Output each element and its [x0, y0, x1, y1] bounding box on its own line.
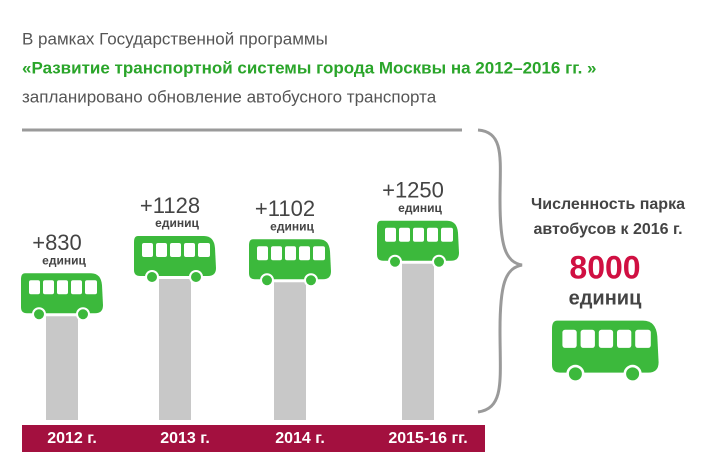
- value-label: +1250: [382, 178, 444, 203]
- title-line: запланировано обновление автобусного тра…: [22, 87, 437, 106]
- bus-window: [580, 329, 595, 348]
- category-label: 2013 г.: [160, 430, 210, 447]
- bus-wheel: [78, 309, 88, 320]
- bus-window: [562, 329, 577, 348]
- bus-window: [29, 280, 40, 295]
- bus-window: [257, 246, 268, 261]
- bus-icon: [377, 220, 459, 269]
- bus-window: [285, 246, 296, 261]
- bus-window: [198, 243, 210, 257]
- bus-icon: [134, 236, 216, 284]
- bar: [46, 316, 78, 420]
- bus-window: [71, 280, 82, 295]
- bar: [159, 279, 191, 420]
- bus-window: [142, 243, 153, 257]
- bus-wheel: [390, 256, 400, 267]
- value-label: +1128: [140, 193, 200, 218]
- bus-window: [441, 227, 453, 242]
- title-line: В рамках Государственной программы: [22, 29, 328, 48]
- bus-window: [170, 243, 181, 257]
- category-label: 2014 г.: [275, 430, 325, 447]
- value-label: +830: [32, 230, 82, 255]
- category-band: [22, 425, 485, 452]
- bus-window: [85, 280, 97, 295]
- total-label: автобусов к 2016 г.: [533, 221, 682, 238]
- bus-wheel: [306, 275, 316, 286]
- bar: [274, 282, 306, 420]
- bus-window: [385, 227, 396, 242]
- bus-wheel: [191, 272, 201, 282]
- bus-window: [635, 329, 651, 348]
- category-label: 2015-16 гг.: [388, 430, 467, 447]
- title-line: «Развитие транспортной системы города Мо…: [22, 58, 596, 77]
- bus-icon: [249, 239, 331, 288]
- category-label: 2012 г.: [47, 430, 97, 447]
- value-label: +1102: [255, 196, 315, 221]
- bus-wheel: [262, 275, 272, 286]
- bus-window: [57, 280, 68, 295]
- unit-label: единиц: [398, 201, 442, 215]
- total-unit: единиц: [569, 287, 642, 309]
- bus-window: [184, 243, 195, 257]
- bus-window: [156, 243, 167, 257]
- bus-window: [313, 246, 325, 261]
- bus-window: [413, 227, 424, 242]
- brace: [477, 128, 523, 414]
- bus-window: [299, 246, 310, 261]
- unit-label: единиц: [155, 216, 199, 230]
- bus-window: [399, 227, 410, 242]
- bus-window: [427, 227, 438, 242]
- total-value: 8000: [569, 249, 640, 285]
- bus-window: [271, 246, 282, 261]
- bus-window: [598, 329, 614, 348]
- bus-window: [43, 280, 54, 295]
- bus-wheel: [568, 367, 582, 381]
- unit-label: единиц: [270, 219, 314, 233]
- unit-label: единиц: [42, 253, 86, 267]
- bus-icon: [21, 273, 103, 322]
- total-label: Численность парка: [531, 196, 685, 213]
- bus-window: [617, 329, 632, 348]
- bus-wheel: [34, 309, 44, 320]
- bus-wheel: [147, 272, 157, 282]
- bar: [402, 263, 434, 420]
- bus-wheel: [626, 367, 640, 381]
- bus-icon: [552, 320, 659, 383]
- bus-wheel: [434, 256, 444, 267]
